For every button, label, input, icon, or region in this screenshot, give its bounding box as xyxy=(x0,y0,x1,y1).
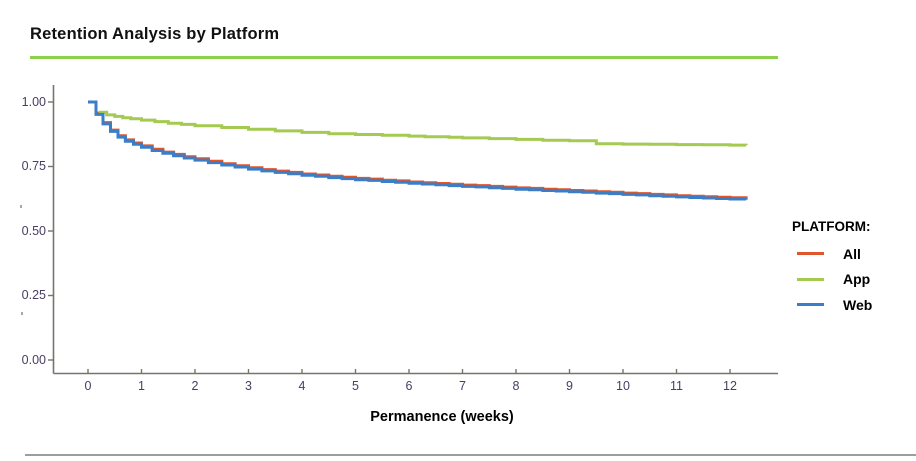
x-tick-label: 5 xyxy=(352,379,359,393)
y-tick-label: 0.50 xyxy=(21,223,46,238)
x-tick-label: 8 xyxy=(512,379,520,393)
x-tick-label: 4 xyxy=(298,379,306,393)
series-line-web xyxy=(88,100,748,201)
x-tick-label: 12 xyxy=(723,379,737,393)
x-tick-label: 2 xyxy=(191,379,199,393)
title-underline-rule xyxy=(30,56,778,59)
legend-label: Web xyxy=(843,296,873,313)
series-line-app xyxy=(98,110,748,147)
x-axis-title: Permanence (weeks) xyxy=(370,409,514,425)
x-tick-label: 9 xyxy=(566,379,573,393)
legend-swatch-web-icon xyxy=(797,303,824,307)
legend-title: PLATFORM: xyxy=(792,219,871,234)
x-tick-label: 0 xyxy=(84,379,92,393)
y-tick-label: 0.25 xyxy=(21,288,46,302)
legend-item-app: App xyxy=(792,267,912,293)
legend-swatch-app-icon xyxy=(797,277,824,281)
y-axis-label-artifact xyxy=(21,312,23,315)
y-tick-label: 0.75 xyxy=(21,159,46,173)
legend-label: App xyxy=(843,271,871,288)
y-tick-label: 1.00 xyxy=(21,94,46,109)
legend-item-all: All xyxy=(792,241,912,267)
legend-swatch-all-icon xyxy=(797,252,824,256)
x-tick-label: 7 xyxy=(459,379,466,393)
page-title: Retention Analysis by Platform xyxy=(30,25,280,43)
x-tick-label: 1 xyxy=(138,379,145,393)
legend-label: All xyxy=(843,245,861,262)
legend: PLATFORM: All App Web xyxy=(792,219,912,318)
x-tick-label: 11 xyxy=(670,379,683,393)
x-tick-label: 10 xyxy=(616,379,630,393)
legend-item-web: Web xyxy=(792,292,912,318)
x-tick-label: 3 xyxy=(245,379,252,393)
y-axis-label-artifact xyxy=(20,205,22,208)
footer-rule xyxy=(25,454,916,456)
y-tick-label: 0.00 xyxy=(21,352,46,367)
x-tick-label: 6 xyxy=(405,379,413,393)
